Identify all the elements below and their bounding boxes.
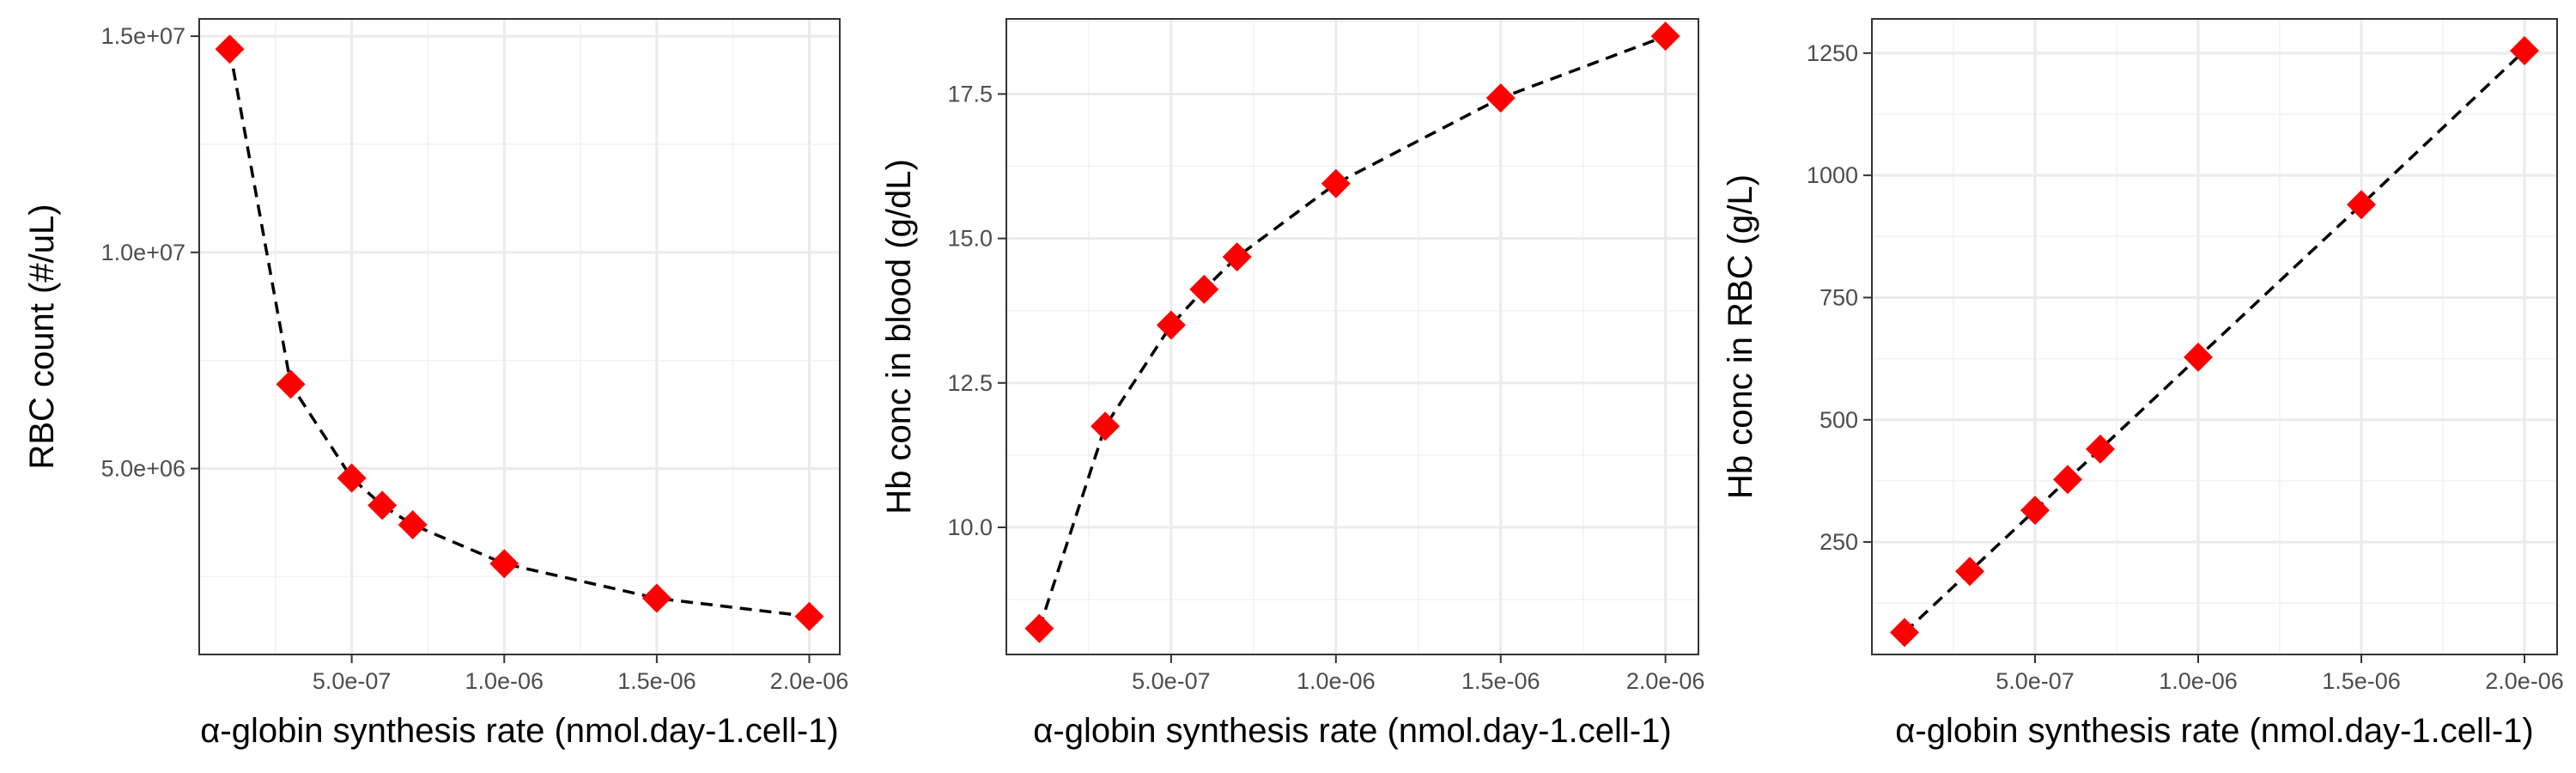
series-line (1037, 34, 1667, 630)
chart-panel-2: 5.0e-07 1.0e-06 1.5e-06 2.0e-06 10.0 12.5 15.0… (880, 18, 1705, 750)
x-tick-label: 2.0e-06 (2485, 668, 2564, 694)
y-axis-label: RBC count (#/uL) (23, 204, 61, 469)
x-tick-label: 5.0e-07 (313, 668, 392, 694)
x-tick-label: 1.0e-06 (2159, 668, 2238, 694)
data-point (337, 463, 367, 493)
y-tick-label: 500 (1820, 407, 1858, 433)
x-tick-label: 2.0e-06 (770, 668, 849, 694)
x-tick-label: 1.5e-06 (2322, 668, 2401, 694)
y-tick-label: 12.5 (947, 370, 993, 396)
data-point (641, 583, 671, 613)
panel-border (198, 18, 841, 655)
y-tick-label: 1250 (1807, 40, 1858, 66)
data-point (794, 601, 824, 631)
y-tick-label: 15.0 (947, 226, 993, 252)
data-point (2086, 434, 2115, 464)
data-point (368, 490, 398, 520)
x-axis-label: α-globin synthesis rate (nmol.day-1.cell… (200, 712, 838, 750)
x-tick-label: 1.5e-06 (1461, 668, 1540, 694)
y-tick-label: 250 (1820, 529, 1858, 555)
data-point (1024, 613, 1054, 643)
series-line (228, 48, 810, 618)
x-tick-label: 5.0e-07 (1132, 668, 1211, 694)
y-axis-label: Hb conc in blood (g/dL) (880, 159, 918, 514)
panel-border (1005, 18, 1699, 655)
data-point (489, 549, 519, 579)
data-point (1091, 411, 1121, 441)
chart-panel-3: 5.0e-07 1.0e-06 1.5e-06 2.0e-06 250 500 750 100… (1722, 18, 2564, 750)
chart-panel-1: 5.0e-07 1.0e-06 1.5e-06 2.0e-06 5.0e+06 1.0e+… (23, 18, 849, 750)
y-tick-label: 750 (1820, 284, 1858, 310)
y-tick-label: 1.0e+07 (101, 240, 185, 265)
data-point (1189, 274, 1219, 304)
x-tick-label: 1.0e-06 (1297, 668, 1376, 694)
data-point (1955, 557, 1984, 587)
y-tick-label: 1000 (1807, 162, 1858, 188)
series-line (1903, 49, 2526, 634)
data-point (2020, 496, 2050, 526)
x-tick-label: 5.0e-07 (1996, 668, 2075, 694)
data-point (1321, 168, 1351, 198)
data-point (276, 369, 306, 399)
data-point (1485, 83, 1516, 113)
data-point (2510, 36, 2539, 65)
data-point (1156, 310, 1186, 340)
data-point (2053, 465, 2082, 495)
data-point (2184, 342, 2213, 372)
y-axis-label: Hb conc in RBC (g/L) (1722, 174, 1759, 499)
y-tick-label: 10.0 (947, 514, 993, 540)
x-axis-label: α-globin synthesis rate (nmol.day-1.cell… (1895, 712, 2533, 750)
data-point (215, 34, 245, 64)
data-point (1890, 618, 1919, 648)
data-point (2347, 190, 2376, 220)
panel-border (1871, 18, 2558, 655)
data-point (1222, 242, 1252, 272)
x-tick-label: 1.0e-06 (465, 668, 544, 694)
x-tick-label: 1.5e-06 (617, 668, 696, 694)
x-axis-label: α-globin synthesis rate (nmol.day-1.cell… (1033, 712, 1671, 750)
y-tick-label: 5.0e+06 (101, 456, 185, 482)
y-tick-label: 1.5e+07 (101, 23, 185, 49)
x-tick-label: 2.0e-06 (1626, 668, 1705, 694)
data-point (398, 509, 428, 539)
y-tick-label: 17.5 (947, 81, 993, 107)
data-point (1650, 21, 1680, 52)
